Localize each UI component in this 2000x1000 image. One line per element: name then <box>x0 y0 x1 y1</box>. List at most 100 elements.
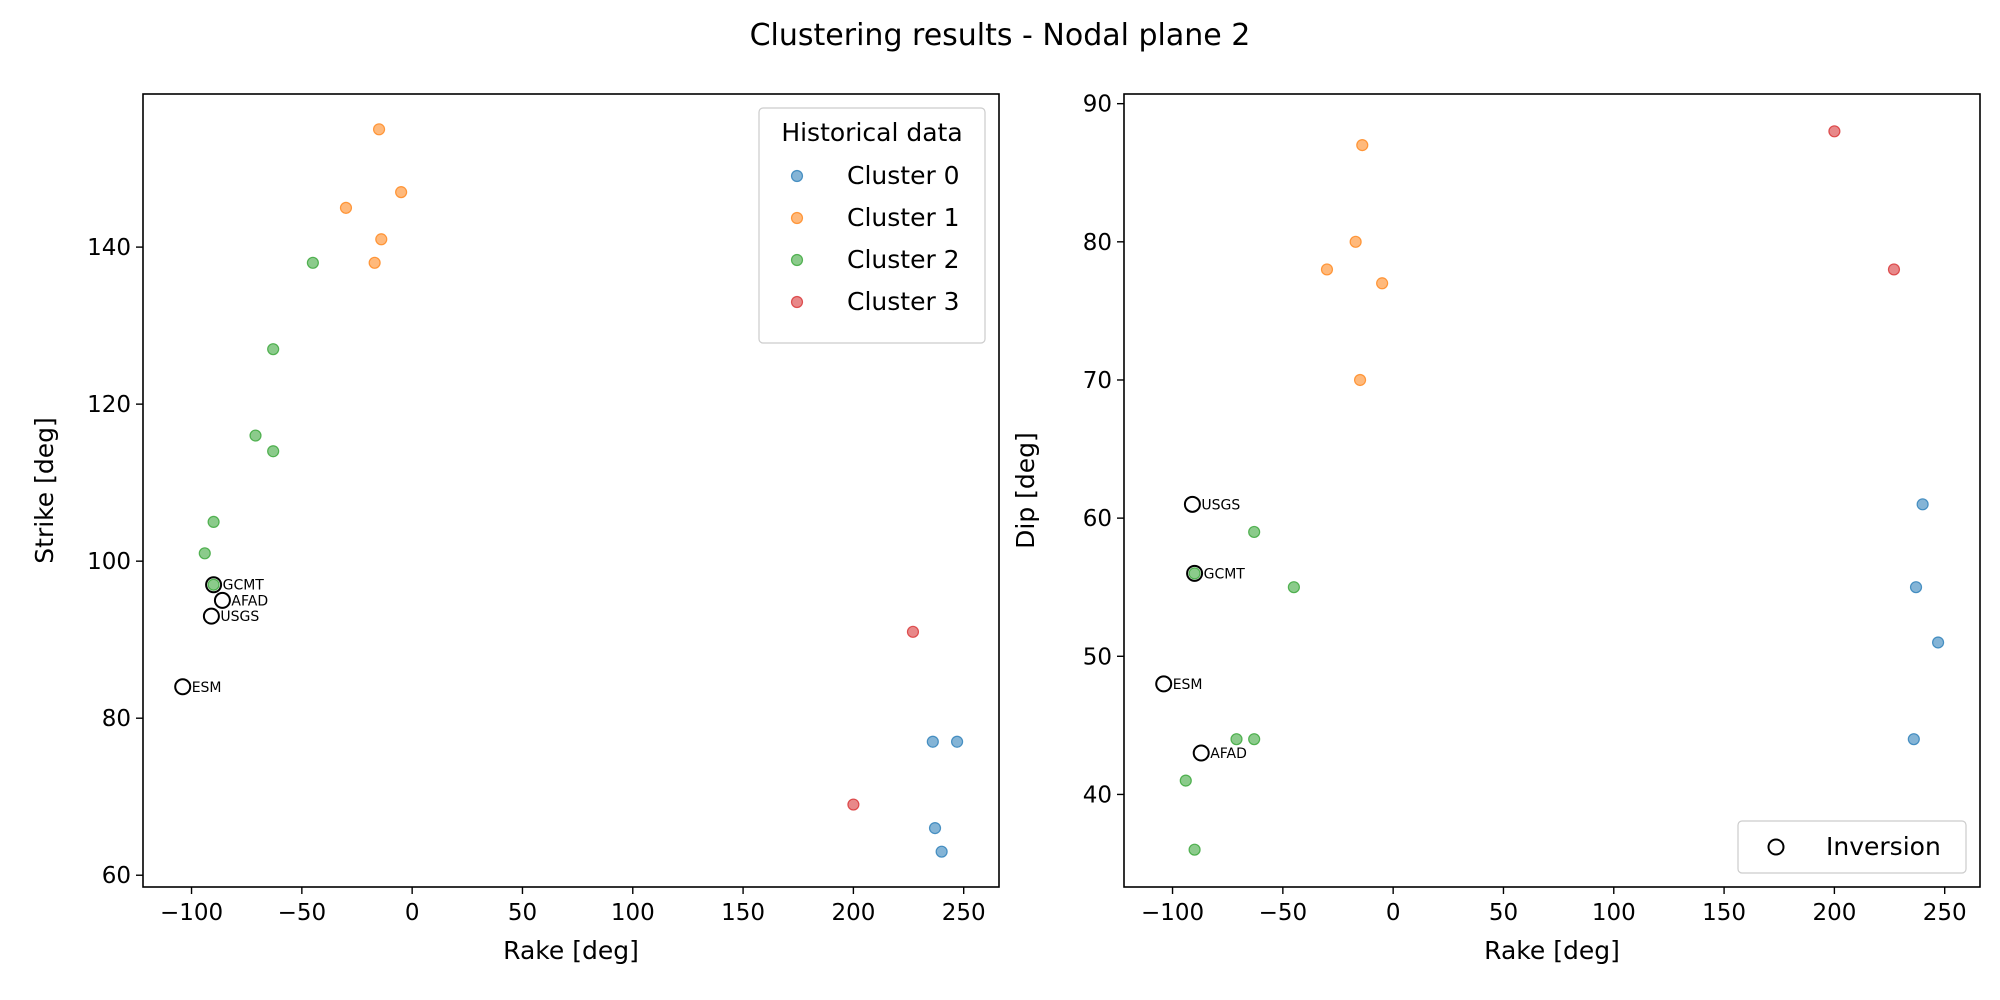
x-tick-label: −100 <box>1141 900 1204 926</box>
legend-marker-cluster-2 <box>790 253 804 267</box>
legend-marker-cluster-1 <box>790 211 804 225</box>
legend-label-cluster-3: Cluster 3 <box>847 287 960 316</box>
axes-frame <box>1123 93 1981 888</box>
inversion-label-esm: ESM <box>1173 677 1203 693</box>
point-cluster-0 <box>1931 636 1945 649</box>
point-cluster-1 <box>339 201 353 214</box>
point-cluster-1 <box>1376 277 1389 290</box>
figure-title: Clustering results - Nodal plane 2 <box>750 18 1251 53</box>
point-cluster-3 <box>1828 125 1841 138</box>
point-cluster-1 <box>1349 235 1362 248</box>
inversion-label-usgs: USGS <box>220 609 259 625</box>
point-cluster-0 <box>935 845 948 858</box>
point-cluster-2 <box>1287 581 1300 594</box>
point-cluster-1 <box>1320 263 1334 276</box>
x-tick-label: 150 <box>1702 900 1746 926</box>
inversion-marker-afad <box>213 591 231 609</box>
x-tick-label: −50 <box>1259 900 1308 926</box>
inversion-marker-esm <box>1155 675 1173 693</box>
point-cluster-2 <box>1230 733 1243 746</box>
legend-marker-inversion <box>1767 838 1785 856</box>
y-tick-label: 70 <box>1083 368 1112 394</box>
legend-label-cluster-1: Cluster 1 <box>847 203 960 232</box>
point-cluster-0 <box>1909 581 1923 594</box>
y-tick-label: 40 <box>1083 782 1112 808</box>
x-tick-label: −50 <box>278 900 327 926</box>
point-cluster-0 <box>926 735 939 748</box>
legend: Historical data Cluster 0 Cluster 1 Cluster… <box>758 107 986 344</box>
point-cluster-3 <box>847 798 860 811</box>
y-tick-label: 60 <box>102 863 131 889</box>
point-cluster-0 <box>928 822 942 835</box>
point-cluster-1 <box>1356 139 1369 152</box>
legend-box <box>758 107 986 344</box>
point-cluster-2 <box>198 547 211 560</box>
point-cluster-2 <box>249 429 262 442</box>
x-tick-label: 100 <box>611 900 655 926</box>
inversion-label-gcmt: GCMT <box>1204 566 1246 582</box>
point-cluster-2 <box>306 256 319 269</box>
point-cluster-3 <box>1887 263 1901 276</box>
point-cluster-3 <box>906 625 920 638</box>
x-tick-label: 250 <box>942 900 986 926</box>
x-axis-label: Rake [deg] <box>1484 936 1620 965</box>
x-tick-label: 100 <box>1592 900 1636 926</box>
inversion-label-usgs: USGS <box>1201 497 1240 513</box>
point-cluster-2 <box>1188 843 1201 856</box>
point-cluster-0 <box>1916 498 1929 511</box>
x-tick-label: −100 <box>160 900 223 926</box>
point-cluster-2 <box>1248 733 1261 746</box>
point-cluster-2 <box>267 445 280 458</box>
x-tick-label: 200 <box>1812 900 1856 926</box>
inversion-label-afad: AFAD <box>231 593 268 609</box>
point-cluster-1 <box>375 233 388 246</box>
x-tick-label: 50 <box>508 900 537 926</box>
x-tick-label: 50 <box>1489 900 1518 926</box>
point-cluster-0 <box>1907 733 1920 746</box>
x-axis-label: Rake [deg] <box>503 936 639 965</box>
axes-frame <box>142 93 1000 888</box>
legend-label-cluster-0: Cluster 0 <box>847 161 960 190</box>
inversion-marker-usgs <box>1183 495 1201 513</box>
x-tick-label: 0 <box>405 900 420 926</box>
legend-label-cluster-2: Cluster 2 <box>847 245 960 274</box>
point-cluster-1 <box>395 186 408 199</box>
point-cluster-2 <box>1188 567 1201 580</box>
point-cluster-2 <box>207 515 220 529</box>
inversion-marker-usgs <box>202 607 220 625</box>
legend-marker-cluster-0 <box>790 169 804 183</box>
inversion-marker-gcmt <box>205 576 223 594</box>
y-tick-label: 100 <box>87 549 131 575</box>
point-cluster-2 <box>1179 774 1192 787</box>
y-tick-label: 140 <box>87 235 131 261</box>
point-cluster-2 <box>1248 525 1261 539</box>
point-cluster-1 <box>372 123 386 136</box>
legend-title: Historical data <box>781 118 962 147</box>
y-tick-label: 90 <box>1083 92 1112 118</box>
point-cluster-1 <box>1353 373 1367 387</box>
y-tick-label: 80 <box>1083 230 1112 256</box>
x-tick-label: 250 <box>1923 900 1967 926</box>
point-cluster-0 <box>950 735 964 748</box>
y-tick-label: 120 <box>87 392 131 418</box>
dip-vs-rake-plot: −100 −50 0 50 100 150 200 250 40 50 60 70 80 90 Rake [… <box>1011 92 1981 965</box>
legend-box <box>1737 820 1967 874</box>
point-cluster-1 <box>368 256 381 269</box>
legend-label-inversion: Inversion <box>1826 832 1941 861</box>
inversion-marker-afad <box>1192 744 1210 762</box>
x-tick-label: 150 <box>721 900 765 926</box>
legend-marker-cluster-3 <box>790 295 804 309</box>
y-axis-label: Strike [deg] <box>30 417 59 563</box>
x-tick-label: 0 <box>1386 900 1401 926</box>
point-cluster-2 <box>207 578 220 591</box>
point-cluster-2 <box>267 343 280 356</box>
strike-vs-rake-plot: −100 −50 0 50 100 150 200 250 60 80 100 120 140 Rake … <box>30 93 1000 965</box>
inversion-marker-gcmt <box>1186 564 1204 582</box>
legend: Inversion <box>1737 820 1967 874</box>
inversion-marker-esm <box>174 678 192 696</box>
x-tick-label: 200 <box>831 900 875 926</box>
inversion-label-gcmt: GCMT <box>223 578 265 594</box>
y-tick-label: 60 <box>1083 506 1112 532</box>
